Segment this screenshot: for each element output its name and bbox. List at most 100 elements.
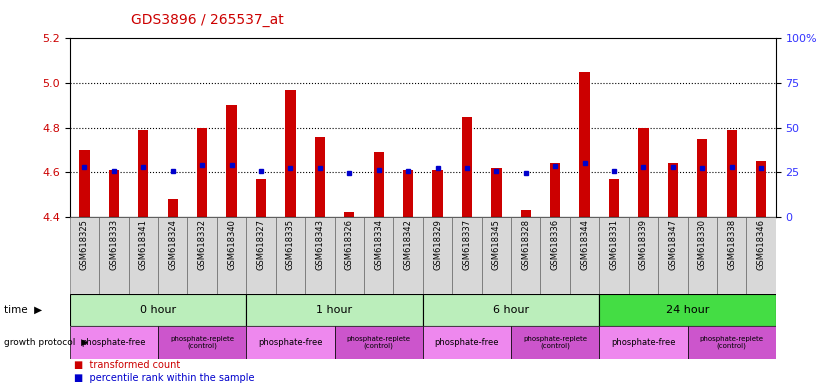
Text: GDS3896 / 265537_at: GDS3896 / 265537_at (131, 13, 284, 27)
Text: GSM618328: GSM618328 (521, 219, 530, 270)
Bar (521, 210, 531, 217)
Bar (756, 161, 766, 217)
Bar (727, 130, 737, 217)
Bar (550, 164, 561, 217)
Bar (305, 217, 335, 294)
Bar (423, 326, 511, 359)
Text: ■  transformed count: ■ transformed count (74, 360, 180, 370)
Bar (629, 217, 658, 294)
Bar (70, 294, 246, 326)
Text: 0 hour: 0 hour (140, 305, 177, 315)
Text: GSM618325: GSM618325 (80, 219, 89, 270)
Text: GSM618339: GSM618339 (639, 219, 648, 270)
Bar (599, 294, 776, 326)
Bar (70, 217, 99, 294)
Bar (580, 72, 589, 217)
Bar (335, 326, 423, 359)
Bar (423, 294, 599, 326)
Text: GSM618341: GSM618341 (139, 219, 148, 270)
Text: phosphate-replete
(control): phosphate-replete (control) (346, 336, 410, 349)
Text: GSM618334: GSM618334 (374, 219, 383, 270)
Bar (314, 137, 325, 217)
Bar (285, 90, 296, 217)
Text: ■  percentile rank within the sample: ■ percentile rank within the sample (74, 373, 255, 383)
Text: phosphate-free: phosphate-free (434, 338, 499, 347)
Bar (688, 217, 717, 294)
Text: GSM618324: GSM618324 (168, 219, 177, 270)
Text: GSM618332: GSM618332 (198, 219, 207, 270)
Bar (80, 150, 89, 217)
Text: GSM618330: GSM618330 (698, 219, 707, 270)
Bar (511, 326, 599, 359)
Bar (227, 105, 236, 217)
Text: GSM618335: GSM618335 (286, 219, 295, 270)
Bar (599, 217, 629, 294)
Bar (276, 217, 305, 294)
Bar (658, 217, 688, 294)
Bar (364, 217, 393, 294)
Bar (393, 217, 423, 294)
Text: phosphate-replete
(control): phosphate-replete (control) (523, 336, 587, 349)
Bar (609, 179, 619, 217)
Bar (403, 170, 413, 217)
Text: phosphate-replete
(control): phosphate-replete (control) (170, 336, 234, 349)
Bar (570, 217, 599, 294)
Bar (423, 217, 452, 294)
Text: 24 hour: 24 hour (666, 305, 709, 315)
Bar (687, 326, 776, 359)
Text: GSM618345: GSM618345 (492, 219, 501, 270)
Bar (167, 199, 178, 217)
Bar (374, 152, 384, 217)
Text: GSM618333: GSM618333 (109, 219, 118, 270)
Bar (697, 139, 708, 217)
Bar (246, 326, 335, 359)
Bar (197, 128, 208, 217)
Bar (746, 217, 776, 294)
Bar (540, 217, 570, 294)
Bar (433, 170, 443, 217)
Bar (511, 217, 540, 294)
Bar (491, 168, 502, 217)
Bar (461, 116, 472, 217)
Text: 6 hour: 6 hour (493, 305, 530, 315)
Bar (70, 326, 158, 359)
Text: GSM618327: GSM618327 (256, 219, 265, 270)
Text: GSM618331: GSM618331 (609, 219, 618, 270)
Text: phosphate-free: phosphate-free (258, 338, 323, 347)
Bar (717, 217, 746, 294)
Text: phosphate-replete
(control): phosphate-replete (control) (699, 336, 764, 349)
Text: GSM618329: GSM618329 (433, 219, 442, 270)
Text: GSM618342: GSM618342 (404, 219, 413, 270)
Text: GSM618343: GSM618343 (315, 219, 324, 270)
Bar (138, 130, 149, 217)
Text: time  ▶: time ▶ (4, 305, 42, 315)
Bar (158, 326, 246, 359)
Bar (246, 217, 276, 294)
Text: GSM618336: GSM618336 (551, 219, 560, 270)
Bar (99, 217, 129, 294)
Text: GSM618346: GSM618346 (757, 219, 766, 270)
Bar (482, 217, 511, 294)
Bar (335, 217, 364, 294)
Text: GSM618340: GSM618340 (227, 219, 236, 270)
Text: phosphate-free: phosphate-free (611, 338, 676, 347)
Text: GSM618344: GSM618344 (580, 219, 589, 270)
Text: GSM618326: GSM618326 (345, 219, 354, 270)
Bar (638, 128, 649, 217)
Text: 1 hour: 1 hour (316, 305, 353, 315)
Text: GSM618347: GSM618347 (668, 219, 677, 270)
Bar (246, 294, 423, 326)
Bar (187, 217, 217, 294)
Bar (452, 217, 482, 294)
Text: growth protocol  ▶: growth protocol ▶ (4, 338, 88, 347)
Bar (344, 212, 355, 217)
Text: GSM618338: GSM618338 (727, 219, 736, 270)
Bar (108, 170, 119, 217)
Bar (599, 326, 688, 359)
Bar (129, 217, 158, 294)
Bar (667, 164, 678, 217)
Bar (217, 217, 246, 294)
Bar (256, 179, 266, 217)
Text: phosphate-free: phosphate-free (81, 338, 146, 347)
Text: GSM618337: GSM618337 (462, 219, 471, 270)
